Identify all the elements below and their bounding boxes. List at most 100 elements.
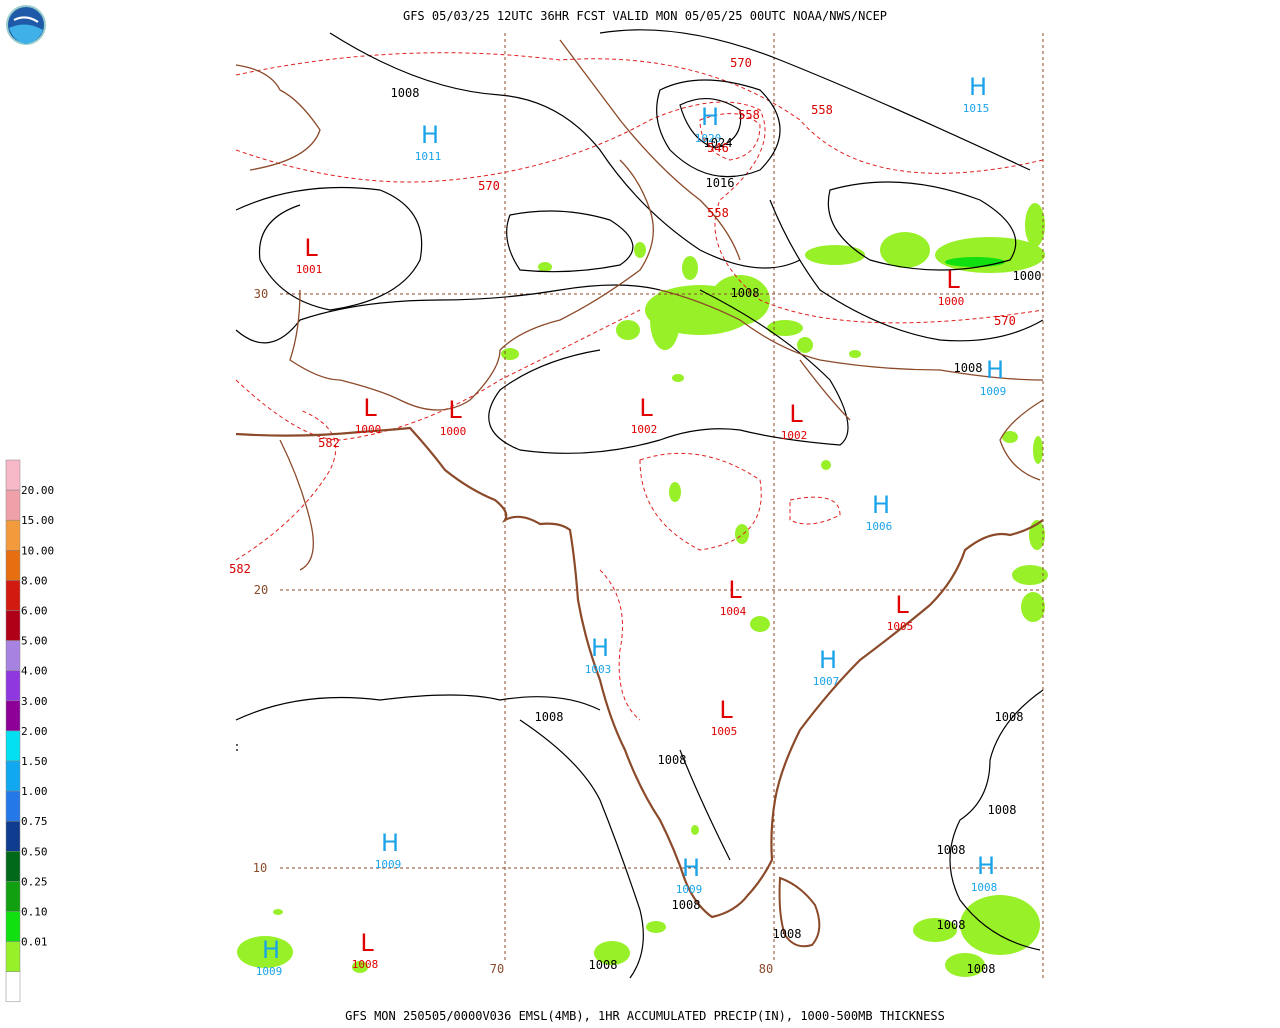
- center-value: 1002: [781, 429, 808, 442]
- center-symbol: H: [701, 103, 719, 131]
- latlon-grid: [280, 33, 1044, 978]
- center-symbol: L: [304, 234, 318, 262]
- isobar-labels: 1008 1024 1016 1008 1000 1008 1008 1008 1008 1008…: [391, 86, 1042, 976]
- center-symbol: H: [819, 646, 837, 674]
- center-value: 1007: [813, 675, 840, 688]
- center-symbol: L: [363, 394, 377, 422]
- center-value: 1011: [415, 150, 442, 163]
- legend-swatch: [5, 911, 21, 942]
- isobar-label: 1008: [937, 918, 966, 932]
- isobar-label: 1008: [391, 86, 420, 100]
- thickness-label: 570: [478, 179, 500, 193]
- thickness-label: 570: [994, 314, 1016, 328]
- legend-swatch: [5, 851, 21, 882]
- center-symbol: L: [360, 929, 374, 957]
- center-symbol: L: [448, 396, 462, 424]
- center-value: 1003: [585, 663, 612, 676]
- center-symbol: H: [591, 634, 609, 662]
- center-value: 1009: [256, 965, 283, 978]
- isobar-label: 1008: [731, 286, 760, 300]
- legend-label: 1.50: [21, 755, 48, 768]
- legend-label: 0.25: [21, 875, 48, 888]
- isobar-label: 1008: [995, 710, 1024, 724]
- isobar-label: 1008: [988, 803, 1017, 817]
- isobar-label: 1008: [954, 361, 983, 375]
- center-symbol: H: [872, 491, 890, 519]
- center-value: 1005: [887, 620, 914, 633]
- thickness-label: 558: [707, 206, 729, 220]
- center-value: 1004: [720, 605, 747, 618]
- legend-swatch: [5, 941, 21, 972]
- legend-swatch: [5, 730, 21, 762]
- center-value: 1006: [866, 520, 893, 533]
- isobar-label: 1016: [706, 176, 735, 190]
- center-value: 1000: [938, 295, 965, 308]
- legend-label: 0.10: [21, 906, 48, 919]
- legend-label: 0.50: [21, 845, 48, 858]
- legend-label: 0.01: [21, 936, 48, 949]
- legend-label: 3.00: [21, 695, 48, 708]
- center-symbol: H: [969, 73, 987, 101]
- center-symbol: H: [682, 854, 700, 882]
- header-title: GFS 05/03/25 12UTC 36HR FCST VALID MON 0…: [403, 9, 887, 23]
- legend-swatch: [5, 670, 21, 702]
- thickness-label: 570: [730, 56, 752, 70]
- center-symbol: L: [719, 696, 733, 724]
- thickness-labels: 570 558 558 546 570 558 570 582 582: [229, 56, 1016, 576]
- center-symbol: H: [262, 936, 280, 964]
- legend-swatch: [5, 459, 21, 491]
- grid-label: 70: [490, 962, 504, 976]
- legend-swatch: [5, 760, 21, 792]
- legend-swatch: [5, 700, 21, 732]
- thickness-label: 582: [318, 436, 340, 450]
- grid-label: 10: [253, 861, 267, 875]
- grid-label: 80: [759, 962, 773, 976]
- legend-swatch: [5, 550, 21, 581]
- legend-label: 20.00: [21, 484, 54, 497]
- legend-label: 1.00: [21, 785, 48, 798]
- center-symbol: L: [728, 576, 742, 604]
- center-symbol: L: [789, 400, 803, 428]
- center-value: 1015: [963, 102, 990, 115]
- thickness-label: 546: [707, 141, 729, 155]
- grid-labels: 30 20 10 70 80: [253, 287, 773, 976]
- legend-label: 10.00: [21, 544, 54, 557]
- center-value: 1020: [695, 132, 722, 145]
- legend-swatch: [5, 881, 21, 912]
- legend-label: 5.00: [21, 635, 48, 648]
- center-value: 1009: [375, 858, 402, 871]
- center-symbol: H: [421, 121, 439, 149]
- legend-label: 6.00: [21, 605, 48, 618]
- legend-swatch: [5, 971, 21, 1003]
- legend-label: 2.00: [21, 725, 48, 738]
- isobar-label: 1008: [967, 962, 996, 976]
- legend-swatch: [5, 820, 21, 852]
- thickness-contours: [235, 52, 1044, 721]
- isobar-label: 1024: [704, 136, 733, 150]
- isobar-label: 1008: [937, 843, 966, 857]
- isobar-label: 1008: [589, 958, 618, 972]
- legend-label: 8.00: [21, 574, 48, 587]
- thickness-label: 558: [811, 103, 833, 117]
- isobar-label: 1008: [658, 753, 687, 767]
- center-value: 1000: [355, 423, 382, 436]
- center-value: 1001: [296, 263, 323, 276]
- precip-legend: 20.00 15.00 10.00 8.00 6.00 5.00 4.00 3.00 2.00 1…: [5, 459, 54, 1003]
- footer-caption: GFS MON 250505/0000V036 EMSL(4MB), 1HR A…: [345, 1009, 945, 1023]
- legend-swatch: [5, 580, 21, 611]
- legend-label: 15.00: [21, 514, 54, 527]
- legend-label: 4.00: [21, 665, 48, 678]
- noaa-logo: [6, 5, 46, 45]
- thickness-label: 582: [229, 562, 251, 576]
- isobar-label: 1008: [773, 927, 802, 941]
- legend-swatch: [5, 610, 21, 641]
- center-value: 1005: [711, 725, 738, 738]
- isobar-label: 1000: [1013, 269, 1042, 283]
- isobars: [235, 29, 1044, 979]
- legend-label: 0.75: [21, 815, 48, 828]
- thickness-label: 558: [738, 108, 760, 122]
- center-value: 1002: [631, 423, 658, 436]
- isobar-label: 1008: [672, 898, 701, 912]
